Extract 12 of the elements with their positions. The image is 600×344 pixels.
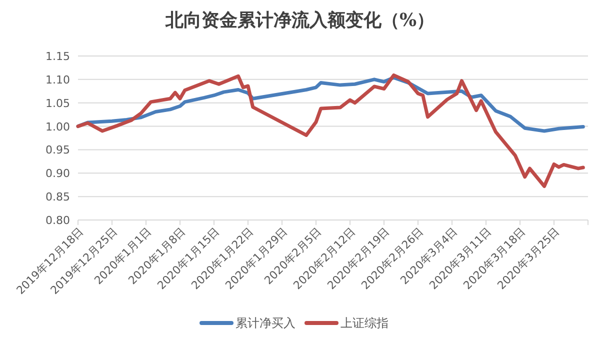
y-tick-label: 1.05 <box>46 96 70 110</box>
y-tick-label: 0.85 <box>46 190 70 204</box>
y-tick-label: 0.80 <box>46 214 70 227</box>
chart-title: 北向资金累计净流入额变化（%） <box>164 10 435 31</box>
y-tick-label: 0.95 <box>46 144 70 157</box>
legend-label: 累计净买入 <box>236 316 296 330</box>
y-tick-label: 1.15 <box>46 50 70 63</box>
line-series <box>76 73 585 188</box>
y-tick-label: 0.90 <box>46 167 70 180</box>
y-tick-label: 1.10 <box>46 73 70 86</box>
legend-label: 上证综指 <box>340 316 388 330</box>
y-tick-label: 1.00 <box>46 120 70 134</box>
